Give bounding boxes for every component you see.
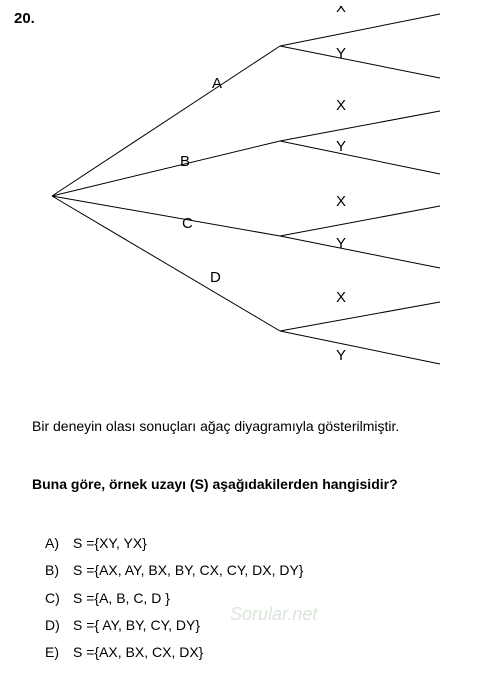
choice-text: S ={A, B, C, D }: [73, 585, 170, 612]
svg-text:Y: Y: [336, 45, 346, 62]
svg-text:D: D: [210, 269, 221, 286]
choice-text: S ={AX, BX, CX, DX}: [73, 639, 203, 666]
choice-letter: B): [45, 557, 73, 584]
choice-text: S ={AX, AY, BX, BY, CX, CY, DX, DY}: [73, 557, 303, 584]
tree-svg: A B C D X Y X Y X Y X Y: [40, 6, 470, 386]
choice-letter: D): [45, 612, 73, 639]
choice-text: S ={XY, YX}: [73, 530, 147, 557]
svg-text:X: X: [336, 289, 346, 306]
tree-diagram: A B C D X Y X Y X Y X Y: [40, 6, 470, 386]
svg-text:A: A: [212, 75, 222, 92]
choice-letter: A): [45, 530, 73, 557]
svg-text:Y: Y: [336, 138, 346, 155]
choice-a: A)S ={XY, YX}: [45, 530, 303, 557]
svg-text:Y: Y: [336, 235, 346, 252]
choice-c: C)S ={A, B, C, D }: [45, 585, 303, 612]
question-number: 20.: [14, 10, 35, 27]
choice-letter: C): [45, 585, 73, 612]
svg-text:X: X: [336, 6, 346, 16]
choice-letter: E): [45, 639, 73, 666]
choice-b: B)S ={AX, AY, BX, BY, CX, CY, DX, DY}: [45, 557, 303, 584]
svg-text:X: X: [336, 193, 346, 210]
question-description: Bir deneyin olası sonuçları ağaç diyagra…: [32, 416, 470, 437]
choice-text: S ={ AY, BY, CY, DY}: [73, 612, 200, 639]
svg-text:C: C: [182, 215, 193, 232]
choice-e: E)S ={AX, BX, CX, DX}: [45, 639, 303, 666]
choice-d: D)S ={ AY, BY, CY, DY}: [45, 612, 303, 639]
svg-text:B: B: [180, 153, 190, 170]
svg-text:Y: Y: [336, 347, 346, 364]
svg-text:X: X: [336, 97, 346, 114]
answer-choices: A)S ={XY, YX}B)S ={AX, AY, BX, BY, CX, C…: [45, 530, 303, 666]
question-prompt: Buna göre, örnek uzayı (S) aşağıdakilerd…: [32, 474, 470, 495]
